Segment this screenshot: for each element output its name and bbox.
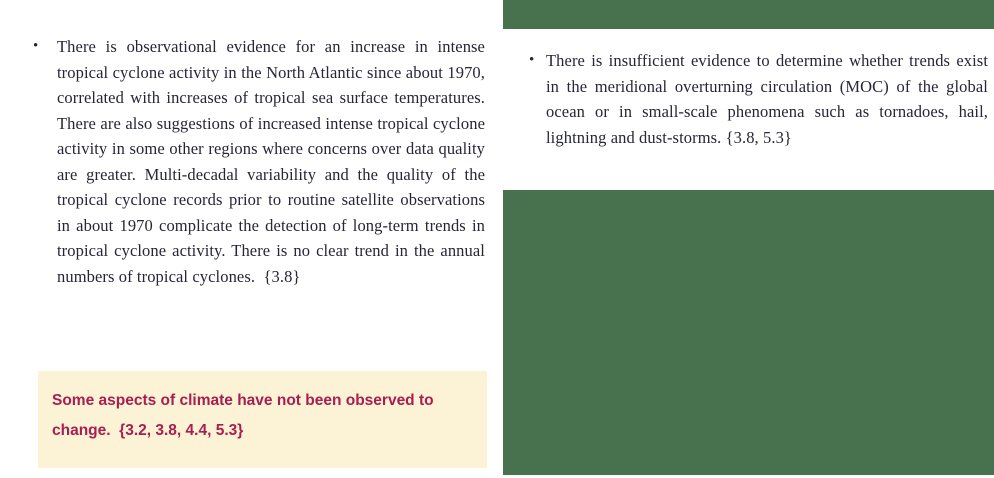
bullet-item-tropical-cyclones: • There is observational evidence for an… xyxy=(33,34,485,289)
highlight-box-climate-not-observed: Some aspects of climate have not been ob… xyxy=(38,371,487,468)
bullet-item-moc-trends: • There is insufficient evidence to dete… xyxy=(529,48,988,150)
green-figure-block xyxy=(503,190,994,475)
green-figure-strip-top xyxy=(503,0,994,29)
bullet-text-moc-trends: There is insufficient evidence to determ… xyxy=(546,51,988,147)
highlight-box-text: Some aspects of climate have not been ob… xyxy=(52,392,434,439)
bullet-icon: • xyxy=(529,52,535,68)
bullet-icon: • xyxy=(33,38,39,54)
bullet-text-tropical-cyclones: There is observational evidence for an i… xyxy=(57,37,485,286)
